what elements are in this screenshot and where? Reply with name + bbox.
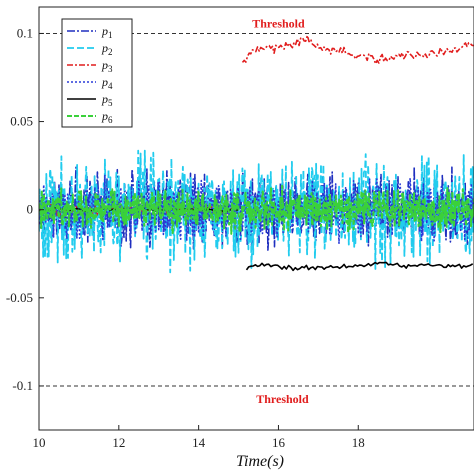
x-axis-label: Time(s) bbox=[236, 453, 284, 470]
axes-layer: 0.1 0.05 0 -0.05 -0.1 10 12 14 16 18 bbox=[6, 6, 474, 450]
y-tick-label: -0.1 bbox=[12, 378, 33, 393]
y-tick-label: 0.1 bbox=[17, 25, 33, 40]
x-tick-label: 16 bbox=[272, 435, 286, 450]
x-tick-label: 18 bbox=[352, 435, 365, 450]
series-line-p6 bbox=[39, 184, 474, 235]
legend-label-p1: p1 bbox=[101, 24, 113, 40]
x-tick-label: 10 bbox=[33, 435, 46, 450]
plot-frame bbox=[38, 6, 474, 431]
x-tick-label: 14 bbox=[192, 435, 206, 450]
threshold-label: Threshold bbox=[252, 16, 305, 30]
series-layer bbox=[39, 34, 474, 274]
x-tick-label: 12 bbox=[112, 435, 125, 450]
y-tick-label: 0.05 bbox=[10, 114, 33, 129]
threshold-label: Threshold bbox=[256, 392, 309, 406]
legend-label-p2: p2 bbox=[101, 41, 113, 57]
legend-box bbox=[61, 18, 133, 128]
y-tick-label: -0.05 bbox=[6, 290, 33, 305]
y-tick-label: 0 bbox=[27, 202, 34, 217]
